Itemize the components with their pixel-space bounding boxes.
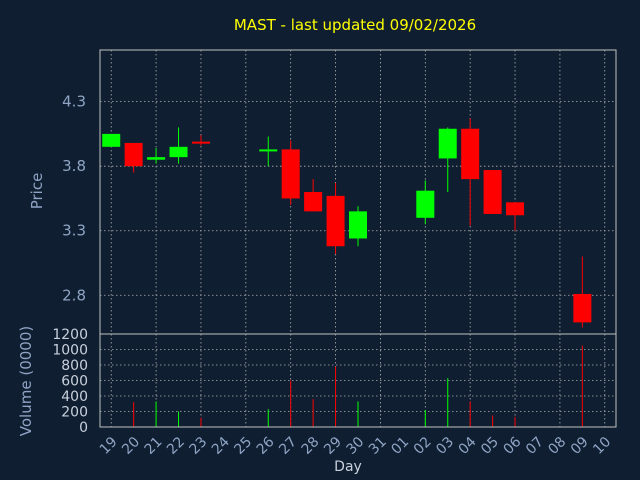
x-axis-label: Day	[334, 459, 362, 475]
x-tick-label: 30	[344, 434, 368, 458]
x-tick-label: 23	[186, 434, 210, 458]
candle-body	[259, 149, 278, 152]
x-tick-label: 25	[231, 434, 255, 458]
candle-body	[461, 128, 480, 180]
candle-body	[506, 202, 525, 216]
candle-body	[438, 128, 457, 159]
x-tick-label: 03	[433, 434, 457, 458]
candle-body	[169, 146, 188, 158]
x-tick-label: 24	[209, 434, 233, 458]
x-tick-label: 01	[388, 434, 412, 458]
x-tick-label: 21	[142, 434, 166, 458]
price-y-tick-labels: 4.3 3.8 3.3 2.8	[62, 93, 86, 305]
candle-body	[349, 211, 367, 239]
x-tick-label: 19	[97, 434, 121, 458]
price-y-tick-label: 4.3	[62, 93, 86, 111]
x-tick-label: 02	[411, 434, 435, 458]
candle-body	[304, 192, 323, 212]
x-tick-label: 28	[299, 434, 323, 458]
x-tick-label: 06	[501, 434, 525, 458]
volume-bars	[133, 345, 583, 427]
volume-axis-label: Volume (0000)	[17, 326, 35, 436]
x-tick-label: 09	[568, 434, 592, 458]
x-tick-label: 31	[366, 434, 390, 458]
candle-body	[124, 142, 143, 167]
volume-y-tick-label: 200	[61, 405, 88, 421]
price-y-tick-label: 3.3	[62, 222, 86, 240]
volume-y-tick-label: 400	[61, 389, 88, 405]
price-grid	[100, 50, 616, 334]
x-tick-label: 20	[119, 434, 143, 458]
candle-body	[326, 195, 345, 247]
x-tick-label: 27	[276, 434, 300, 458]
volume-panel-frame	[99, 333, 617, 428]
x-tick-label: 22	[164, 434, 188, 458]
candle-body	[147, 157, 166, 160]
price-axis-label: Price	[28, 173, 46, 210]
volume-y-tick-label: 1000	[52, 343, 88, 359]
price-y-tick-label: 3.8	[62, 157, 86, 175]
candle-body	[483, 170, 502, 214]
candles	[102, 118, 592, 328]
x-tick-label: 08	[545, 434, 569, 458]
x-tick-label: 04	[456, 434, 480, 458]
candle-body	[191, 141, 210, 144]
x-tick-label: 07	[523, 434, 547, 458]
x-tick-label: 26	[254, 434, 278, 458]
price-panel-frame	[99, 49, 617, 335]
x-tick-labels: 1920212223242526272829303101020304050607…	[97, 434, 614, 458]
volume-y-tick-label: 1200	[52, 327, 88, 343]
x-tick-label: 05	[478, 434, 502, 458]
chart-title: MAST - last updated 09/02/2026	[234, 16, 476, 34]
volume-y-tick-label: 800	[61, 358, 88, 374]
candle-body	[102, 133, 121, 147]
candle-body	[416, 190, 435, 218]
x-tick-label: 29	[321, 434, 345, 458]
price-y-tick-label: 2.8	[62, 286, 86, 304]
volume-y-tick-label: 0	[79, 420, 88, 436]
x-tick-label: 10	[590, 434, 614, 458]
candle-body	[281, 149, 300, 199]
volume-y-tick-label: 600	[61, 374, 88, 390]
candle-body	[573, 293, 592, 323]
